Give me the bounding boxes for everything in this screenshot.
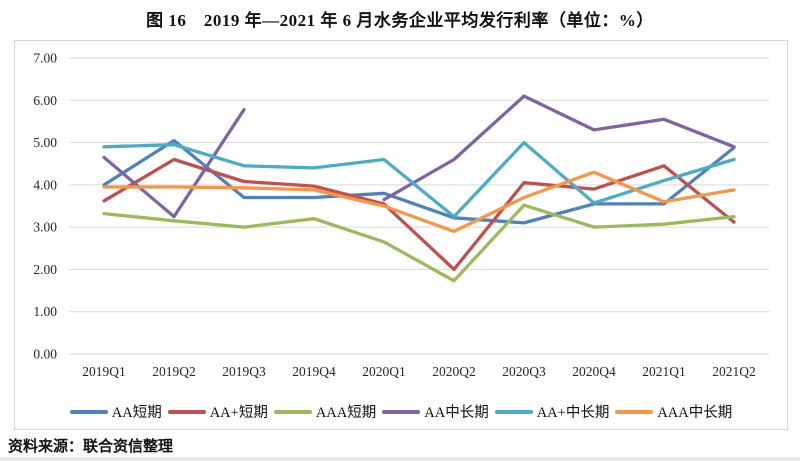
chart-svg: 7.00 6.00 5.00 4.00 3.00 2.00 1.00 0.00 2019Q1 20… — [33, 51, 769, 379]
y-tick-label: 1.00 — [33, 304, 57, 319]
legend-item-4: AA+中长期 — [494, 401, 610, 422]
legend-label: AA短期 — [111, 405, 162, 421]
legend-swatch — [615, 409, 654, 414]
x-axis-label: 2019Q2 — [152, 364, 196, 379]
page-edge-strip — [0, 457, 800, 461]
legend-swatch — [69, 409, 108, 414]
x-axis-label: 2020Q2 — [432, 364, 476, 379]
legend-label: AA中长期 — [424, 405, 489, 421]
legend-item-0: AA短期 — [69, 401, 162, 422]
series-line-2 — [102, 203, 736, 283]
y-tick-label: 5.00 — [33, 135, 57, 150]
x-axis-label: 2019Q1 — [82, 364, 126, 379]
legend-swatch — [494, 409, 533, 414]
legend-label: AAA短期 — [315, 405, 377, 421]
y-tick-label: 4.00 — [33, 177, 57, 192]
chart-container: 7.00 6.00 5.00 4.00 3.00 2.00 1.00 0.00 2019Q1 20… — [14, 40, 788, 430]
y-tick-label: 0.00 — [33, 347, 57, 362]
legend-swatch — [273, 409, 312, 414]
y-tick-label: 3.00 — [33, 220, 57, 235]
legend-label: AA+短期 — [209, 405, 268, 421]
x-axis-label: 2020Q1 — [362, 364, 406, 379]
legend-item-5: AAA中长期 — [615, 401, 732, 422]
chart-title: 图 16 2019 年—2021 年 6 月水务企业平均发行利率（单位：%） — [146, 11, 654, 30]
x-axis-label: 2020Q3 — [502, 364, 546, 379]
legend-swatch — [167, 409, 206, 414]
series-line-5 — [102, 170, 736, 234]
source-note: 资料来源：联合资信整理 — [8, 439, 174, 455]
x-axis-label: 2020Q4 — [572, 364, 616, 379]
legend-item-1: AA+短期 — [167, 401, 268, 422]
x-axis-label: 2019Q4 — [292, 364, 336, 379]
chart-legend: AA短期 AA+短期 AAA短期 AA中长期 AA+中长期 AAA中长期 — [15, 401, 787, 422]
x-axis-label: 2019Q3 — [222, 364, 266, 379]
legend-item-2: AAA短期 — [273, 401, 377, 422]
legend-label: AAA中长期 — [657, 405, 733, 421]
legend-item-3: AA中长期 — [382, 401, 489, 422]
series-line-3 — [102, 94, 736, 219]
y-tick-label: 2.00 — [33, 262, 57, 277]
series-line-4 — [102, 140, 736, 219]
y-tick-label: 6.00 — [33, 93, 57, 108]
legend-label: AA+中长期 — [536, 405, 610, 421]
series-line-1 — [102, 157, 736, 272]
x-axis-label: 2021Q2 — [712, 364, 756, 379]
x-axis-label: 2021Q1 — [642, 364, 686, 379]
legend-swatch — [382, 409, 421, 414]
y-tick-label: 7.00 — [33, 51, 57, 66]
